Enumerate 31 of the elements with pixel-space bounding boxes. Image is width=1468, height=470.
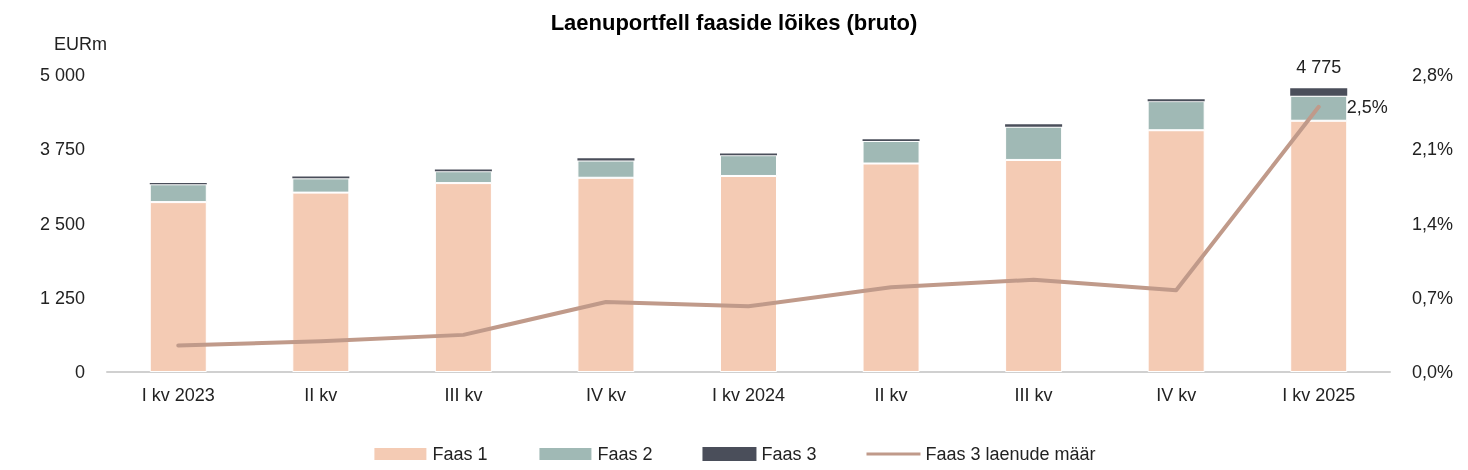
x-tick-label: I kv 2023	[141, 385, 215, 405]
y2-tick-label: 1,4%	[1412, 213, 1454, 234]
y-tick-label: 2 500	[39, 213, 85, 234]
bar	[577, 158, 635, 161]
line-series	[176, 104, 1321, 348]
x-tick-label: IV kv	[1156, 385, 1197, 405]
y-tick-label: 3 750	[39, 139, 85, 160]
bar	[1290, 88, 1348, 96]
x-tick-label: I kv 2025	[1282, 385, 1356, 405]
legend-label: Faas 2	[597, 444, 653, 464]
data-label: 2,5%	[1346, 96, 1388, 117]
x-tick-label: II kv	[304, 385, 338, 405]
x-tick-label: III kv	[444, 385, 483, 405]
x-tick-label: III kv	[1014, 385, 1053, 405]
x-tick-label: II kv	[874, 385, 908, 405]
x-tick-label: I kv 2024	[711, 385, 786, 405]
y-tick-label: 0	[74, 362, 85, 382]
legend-label: Faas 1	[432, 444, 488, 464]
y2-tick-label: 0,0%	[1412, 362, 1454, 382]
total-label: 4 775	[1296, 57, 1342, 78]
chart-title: Laenuportfell faaside lõikes (bruto)	[550, 9, 918, 35]
y-tick-label: 5 000	[39, 65, 85, 85]
x-tick-label: IV kv	[585, 385, 626, 405]
bar	[1005, 124, 1063, 127]
y2-tick-label: 2,8%	[1412, 65, 1454, 85]
y-axis-title: EURm	[54, 34, 107, 54]
y2-tick-label: 0,7%	[1412, 287, 1454, 308]
legend-label: Faas 3 laenude määr	[925, 444, 1096, 464]
y-tick-label: 1 250	[39, 287, 85, 308]
y2-tick-label: 2,1%	[1412, 139, 1454, 160]
legend-label: Faas 3	[761, 444, 817, 464]
